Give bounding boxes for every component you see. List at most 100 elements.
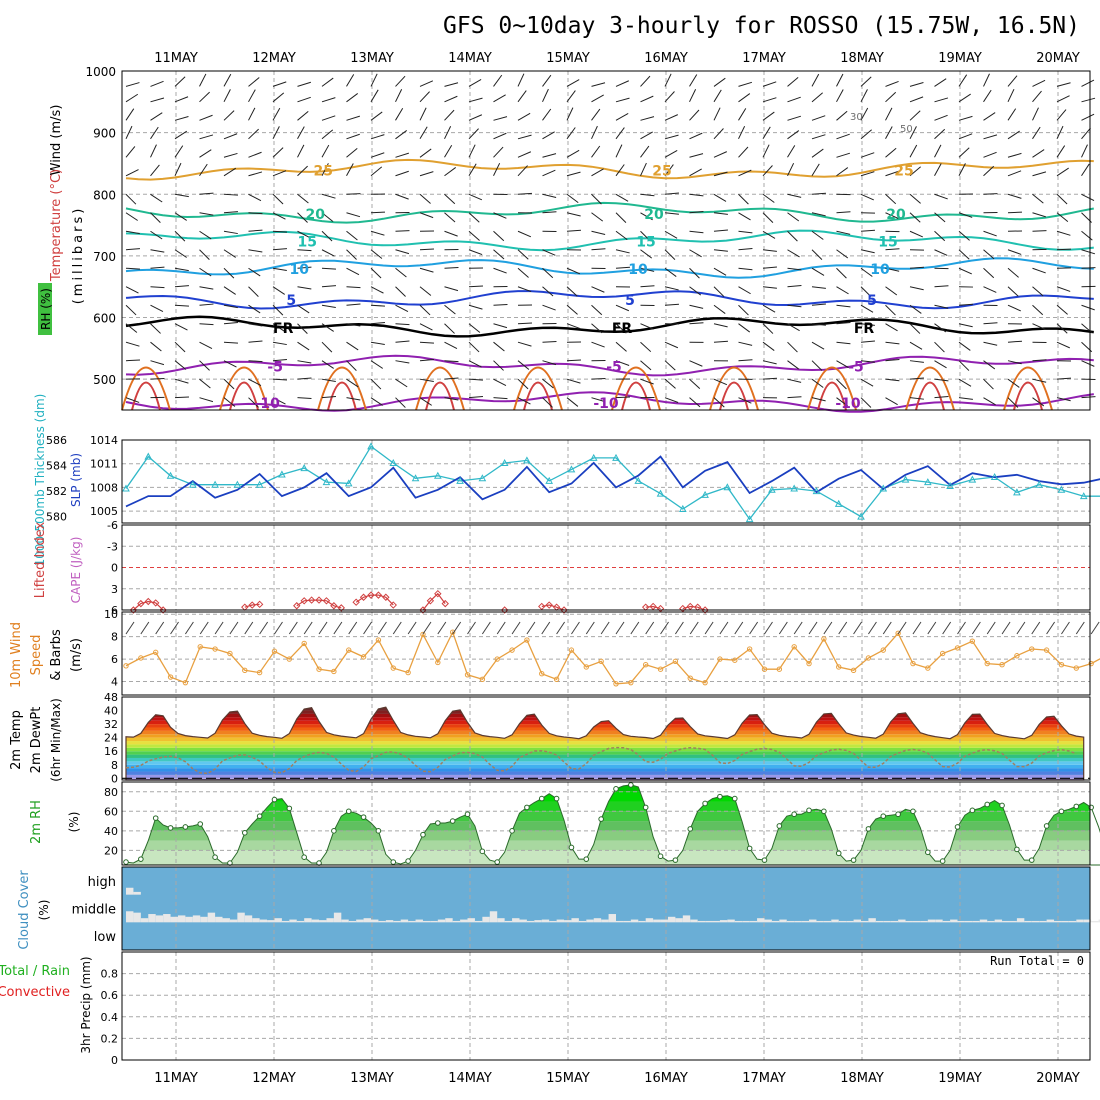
cloud-middle-bar <box>979 919 988 923</box>
wind-barb <box>321 97 336 103</box>
wind-barb <box>493 94 506 103</box>
wind-barb <box>468 114 483 121</box>
wind-barb <box>713 267 727 276</box>
wind-barb <box>468 341 480 353</box>
wind-barb <box>738 286 751 295</box>
wind-barb <box>664 378 676 389</box>
thickness-marker <box>523 456 531 464</box>
wind-barb <box>370 341 385 346</box>
slp-tick-label: 1014 <box>90 434 118 447</box>
wind-barb <box>444 304 456 315</box>
wind-speed-marker <box>271 648 278 654</box>
cloud-middle-bar <box>512 918 520 923</box>
cloud-middle-bar <box>519 919 527 923</box>
wind-barb <box>297 266 312 269</box>
pressure-tick-label: 600 <box>93 312 116 326</box>
wind-barb <box>125 359 141 362</box>
wind-barb <box>787 360 800 370</box>
cloud-middle-bar <box>1091 920 1099 923</box>
wind-barb <box>223 286 236 295</box>
cloud-middle-bar <box>534 920 542 923</box>
thickness-marker <box>879 484 888 492</box>
wind-barb <box>517 165 528 177</box>
isotherm-label: 25 <box>652 164 671 180</box>
cloud-middle-bar <box>556 919 565 923</box>
rh-marker <box>642 804 649 811</box>
axis-label-cloud-pct: (%) <box>37 900 51 921</box>
wind-barb <box>297 304 310 314</box>
wind-speed-marker <box>657 666 664 672</box>
wind-barb <box>738 108 747 121</box>
wind-barb <box>493 341 505 352</box>
wind-barb <box>958 303 973 306</box>
wind-barb <box>1007 267 1019 278</box>
wind-barb <box>958 341 971 351</box>
thickness-line <box>125 445 1100 521</box>
wind-barb <box>762 377 778 380</box>
wind-barb <box>689 267 700 279</box>
date-label-top: 14MAY <box>448 51 492 66</box>
li-marker <box>701 606 709 614</box>
wind-barb <box>689 249 702 258</box>
wind-barb <box>762 212 774 223</box>
wind-barb <box>640 323 654 330</box>
wind-barb <box>223 378 235 390</box>
wind-barb <box>174 267 189 272</box>
wind-barb <box>811 163 820 177</box>
wind-speed-marker <box>242 667 248 674</box>
wind-barb <box>909 323 921 334</box>
thickness-marker <box>567 465 576 473</box>
wind-barb <box>836 321 851 325</box>
temp-band <box>126 727 1084 731</box>
cloud-middle-bar <box>682 915 691 923</box>
wind-barb <box>125 125 133 140</box>
temp-band <box>126 761 1084 765</box>
wind-barb <box>689 109 700 121</box>
li-tick-label: -3 <box>107 540 118 553</box>
wind-barb <box>1056 82 1071 87</box>
wind-barb <box>542 74 552 87</box>
wind-barb <box>444 145 453 158</box>
wind-barb <box>223 360 237 368</box>
wind-barb <box>370 360 383 369</box>
cloud-middle-bar <box>831 919 839 923</box>
wind-barb <box>934 114 948 121</box>
wind-barb <box>272 359 287 362</box>
cloud-middle-bar <box>356 919 364 923</box>
cloud-middle-bar <box>578 920 587 923</box>
wind-barb <box>640 116 655 121</box>
wind-barb <box>983 341 998 346</box>
surface-isotherm <box>915 381 945 411</box>
wind-barb <box>321 144 330 158</box>
rh-marker <box>910 808 916 815</box>
wind-barb <box>1032 397 1045 407</box>
rh-marker <box>925 849 931 856</box>
wind-barb <box>419 248 435 251</box>
wind-speed-marker <box>212 646 218 652</box>
wind-barb <box>346 267 360 276</box>
wind-barb <box>983 230 997 237</box>
wind-barb <box>762 165 773 177</box>
wind-barb-10m <box>689 621 699 635</box>
rh-marker <box>256 813 263 819</box>
wind-barb <box>321 360 334 369</box>
wind-barb <box>1081 396 1096 399</box>
wind-barb <box>542 108 552 121</box>
wind-barb <box>223 152 238 158</box>
rh-band <box>126 830 1090 841</box>
axis-label-lifted-index: Lifted Index <box>33 521 48 598</box>
wind-barb <box>689 397 701 408</box>
wind-barb <box>272 378 288 381</box>
wind-barb <box>174 76 186 87</box>
li-marker <box>359 593 368 601</box>
cloud-middle-bar <box>400 919 409 923</box>
cloud-middle-bar <box>757 918 765 923</box>
wind-barb <box>223 110 235 121</box>
wind-barb <box>934 230 946 242</box>
li-marker <box>330 602 338 610</box>
rh-marker <box>464 811 471 818</box>
rh-marker <box>331 828 337 834</box>
cloud-middle-bar <box>267 920 275 923</box>
thickness-tick-label: 580 <box>46 511 67 524</box>
wind-barb <box>934 97 949 103</box>
